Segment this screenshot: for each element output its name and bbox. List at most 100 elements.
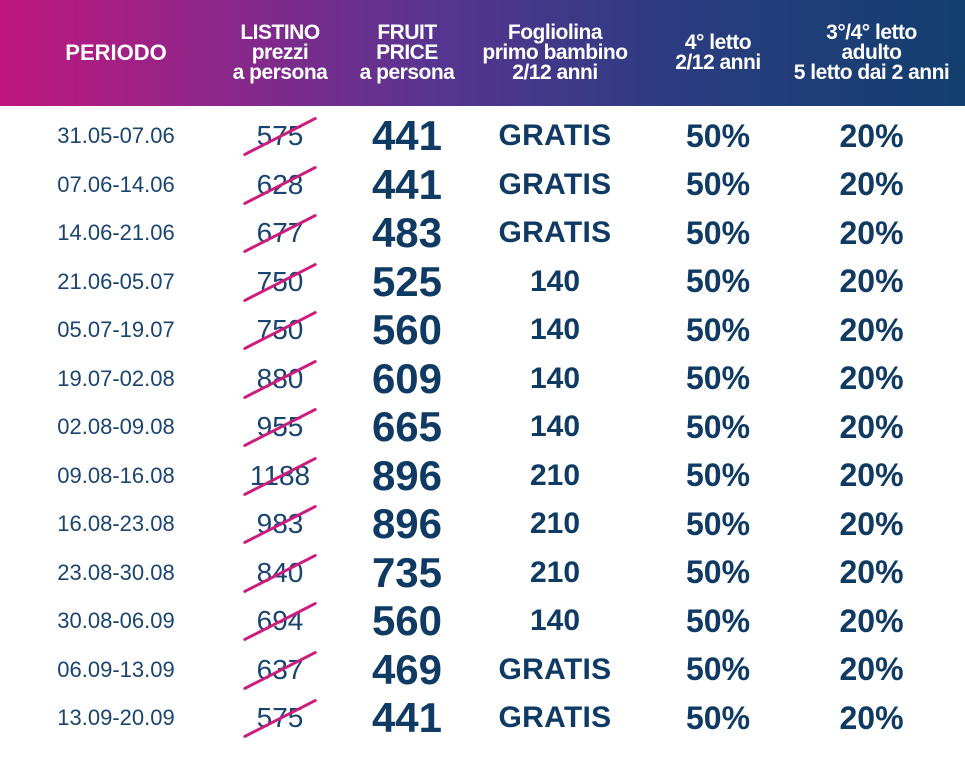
adulto-cell: 20% [839,166,904,203]
period-cell: 07.06-14.06 [57,171,175,197]
table-row: 19.07-02.08 880 609 140 50% 20% [0,355,965,404]
period-cell: 23.08-30.08 [57,559,175,585]
table-row: 16.08-23.08 983 896 210 50% 20% [0,500,965,549]
table-row: 05.07-19.07 750 560 140 50% 20% [0,306,965,355]
fogliolina-cell: 210 [529,458,581,492]
period-cell: 09.08-16.08 [57,462,175,488]
fogliolina-cell: GRATIS [498,216,612,250]
fruit-price-cell: 609 [371,354,443,402]
listino-cell: 840 [218,549,342,598]
listino-cell: 694 [218,597,342,646]
header-adulto: 3°/4° letto adulto 5 letto dai 2 anni [793,21,950,84]
quarto-letto-cell: 50% [685,166,751,203]
fogliolina-cell: 140 [529,604,581,638]
fruit-price-cell: 469 [371,645,443,693]
quarto-letto-cell: 50% [685,554,751,591]
listino-cell: 880 [218,355,342,404]
header-periodo: PERIODO [65,40,167,65]
quarto-letto-cell: 50% [685,408,751,445]
period-cell: 02.08-09.08 [57,414,175,440]
fogliolina-cell: 140 [529,410,581,444]
fogliolina-cell: 140 [529,313,581,347]
period-cell: 14.06-21.06 [57,220,175,246]
table-row: 14.06-21.06 677 483 GRATIS 50% 20% [0,209,965,258]
adulto-cell: 20% [839,602,904,639]
table-row: 13.09-20.09 575 441 GRATIS 50% 20% [0,694,965,743]
table-body: 31.05-07.06 575 441 GRATIS 50% 20% 07.06… [0,112,965,743]
period-cell: 16.08-23.08 [57,511,175,537]
quarto-letto-cell: 50% [685,505,751,542]
fogliolina-cell: 140 [529,361,581,395]
quarto-letto-cell: 50% [685,651,751,688]
header-listino: LISTINO prezzi a persona [232,21,328,84]
adulto-cell: 20% [839,117,904,154]
quarto-letto-cell: 50% [685,699,751,736]
quarto-letto-cell: 50% [685,263,751,300]
quarto-letto-cell: 50% [685,311,751,348]
listino-cell: 750 [218,258,342,307]
table-row: 06.09-13.09 637 469 GRATIS 50% 20% [0,646,965,695]
listino-cell: 677 [218,209,342,258]
table-row: 21.06-05.07 750 525 140 50% 20% [0,258,965,307]
table-row: 30.08-06.09 694 560 140 50% 20% [0,597,965,646]
period-cell: 31.05-07.06 [57,123,175,149]
quarto-letto-cell: 50% [685,457,751,494]
fruit-price-cell: 441 [371,160,443,208]
quarto-letto-cell: 50% [685,602,751,639]
listino-cell: 628 [218,161,342,210]
adulto-cell: 20% [839,505,904,542]
adulto-cell: 20% [839,554,904,591]
fogliolina-cell: 140 [529,264,581,298]
adulto-cell: 20% [839,651,904,688]
adulto-cell: 20% [839,214,904,251]
fogliolina-cell: 210 [529,507,581,541]
period-cell: 21.06-05.07 [57,268,175,294]
adulto-cell: 20% [839,699,904,736]
table-row: 02.08-09.08 955 665 140 50% 20% [0,403,965,452]
adulto-cell: 20% [839,360,904,397]
header-quarto-letto: 4° letto 2/12 anni [675,31,761,74]
listino-cell: 750 [218,306,342,355]
fruit-price-cell: 441 [371,694,443,742]
fogliolina-cell: 210 [529,555,581,589]
period-cell: 13.09-20.09 [57,705,175,731]
table-row: 31.05-07.06 575 441 GRATIS 50% 20% [0,112,965,161]
fruit-price-cell: 665 [371,403,443,451]
table-row: 07.06-14.06 628 441 GRATIS 50% 20% [0,161,965,210]
header-fogliolina: Fogliolina primo bambino 2/12 anni [482,21,628,84]
listino-cell: 637 [218,646,342,695]
period-cell: 06.09-13.09 [57,656,175,682]
fruit-price-cell: 441 [371,112,443,160]
fogliolina-cell: GRATIS [498,652,612,686]
fruit-price-cell: 735 [371,548,443,596]
period-cell: 05.07-19.07 [57,317,175,343]
adulto-cell: 20% [839,408,904,445]
table-row: 09.08-16.08 1188 896 210 50% 20% [0,452,965,501]
fogliolina-cell: GRATIS [498,119,612,153]
fruit-price-cell: 560 [371,306,443,354]
quarto-letto-cell: 50% [685,117,751,154]
listino-cell: 575 [218,694,342,743]
quarto-letto-cell: 50% [685,214,751,251]
adulto-cell: 20% [839,457,904,494]
period-cell: 30.08-06.09 [57,608,175,634]
adulto-cell: 20% [839,263,904,300]
fruit-price-cell: 525 [371,257,443,305]
fruit-price-cell: 896 [371,451,443,499]
listino-cell: 575 [218,112,342,161]
fruit-price-cell: 483 [371,209,443,257]
listino-cell: 955 [218,403,342,452]
quarto-letto-cell: 50% [685,360,751,397]
fruit-price-cell: 896 [371,500,443,548]
listino-cell: 983 [218,500,342,549]
table-row: 23.08-30.08 840 735 210 50% 20% [0,549,965,598]
header-fruit-price: FRUIT PRICE a persona [359,21,455,84]
fruit-price-cell: 560 [371,597,443,645]
table-header: PERIODO LISTINO prezzi a persona FRUIT P… [0,0,965,106]
fogliolina-cell: GRATIS [498,701,612,735]
period-cell: 19.07-02.08 [57,365,175,391]
fogliolina-cell: GRATIS [498,167,612,201]
adulto-cell: 20% [839,311,904,348]
listino-cell: 1188 [218,452,342,501]
